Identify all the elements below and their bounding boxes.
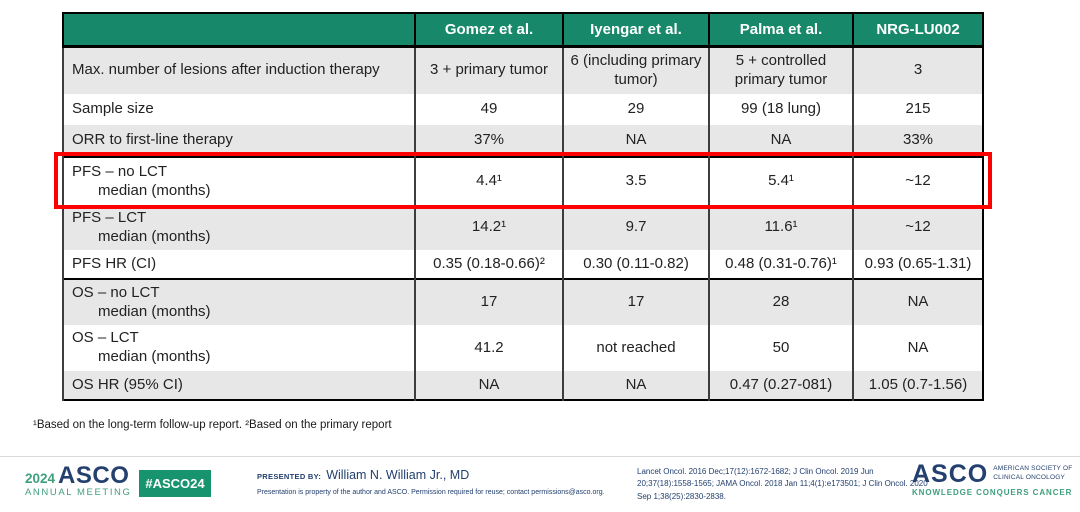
asco-society-line1: AMERICAN SOCIETY OF	[993, 465, 1073, 473]
row-label-line1: PFS HR (CI)	[72, 254, 157, 272]
table-cell: 6 (including primary tumor)	[562, 46, 709, 94]
row-label-line1: Max. number of lesions after induction t…	[72, 61, 380, 79]
meeting-logo-row: 2024 ASCO	[25, 462, 132, 489]
header-cell-gomez: Gomez et al.	[414, 13, 563, 48]
table-row-pfs-no-lct: PFS – no LCT median (months) 4.4¹ 3.5 5.…	[62, 156, 983, 205]
row-label-line1: OS – LCT	[72, 329, 139, 347]
table-cell: 11.6¹	[708, 205, 853, 250]
row-label: Sample size	[62, 94, 415, 125]
meeting-logo-subtitle: ANNUAL MEETING	[25, 487, 132, 499]
row-label: Max. number of lesions after induction t…	[62, 46, 415, 94]
table-cell: 37%	[414, 125, 563, 157]
table-cell: 3	[852, 46, 983, 94]
table-row-pfs-hr: PFS HR (CI) 0.35 (0.18-0.66)² 0.30 (0.11…	[62, 250, 983, 279]
asco-tagline: KNOWLEDGE CONQUERS CANCER	[912, 487, 1073, 497]
row-label-line2: median (months)	[98, 227, 211, 245]
presenter-name: William N. William Jr., MD	[326, 468, 470, 482]
table-cell-highlighted: 0.93 (0.65-1.31)	[852, 250, 983, 279]
table-cell: 5 + controlled primary tumor	[708, 46, 853, 94]
row-label: OS – no LCT median (months)	[62, 278, 415, 325]
permission-disclaimer: Presentation is property of the author a…	[257, 489, 605, 496]
header-cell-nrg-lu002: NRG-LU002	[852, 13, 983, 48]
hashtag-badge: #ASCO24	[139, 470, 211, 497]
presenter-block: PRESENTED BY: William N. William Jr., MD…	[257, 468, 617, 496]
row-label: PFS HR (CI)	[62, 250, 415, 279]
table-row-max-lesions: Max. number of lesions after induction t…	[62, 46, 983, 94]
table-row-sample-size: Sample size 49 29 99 (18 lung) 215	[62, 94, 983, 125]
row-label-line2: median (months)	[98, 302, 211, 320]
header-cell-empty	[62, 13, 415, 48]
meeting-year: 2024	[25, 471, 56, 486]
table-cell: 99 (18 lung)	[708, 94, 853, 125]
row-label: OS HR (95% CI)	[62, 371, 415, 400]
table-row-os-no-lct: OS – no LCT median (months) 17 17 28 NA	[62, 278, 983, 325]
table-cell: 49	[414, 94, 563, 125]
trial-comparison-table: Gomez et al. Iyengar et al. Palma et al.…	[62, 12, 984, 401]
row-label-line1: Sample size	[72, 100, 154, 118]
table-cell: 3.5	[562, 156, 709, 205]
table-cell: 28	[708, 278, 853, 325]
table-cell: 0.48 (0.31-0.76)¹	[708, 250, 853, 279]
table-row-pfs-lct: PFS – LCT median (months) 14.2¹ 9.7 11.6…	[62, 205, 983, 250]
table-cell: 41.2	[414, 325, 563, 371]
table-cell: 215	[852, 94, 983, 125]
footnote: ¹Based on the long-term follow-up report…	[33, 419, 392, 431]
table-cell: 0.47 (0.27-081)	[708, 371, 853, 400]
row-label-line1: ORR to first-line therapy	[72, 131, 233, 149]
meeting-logo-text: ASCO	[58, 462, 130, 489]
header-cell-iyengar: Iyengar et al.	[562, 13, 709, 48]
table-cell: NA	[414, 371, 563, 400]
row-label-line2: median (months)	[98, 181, 211, 199]
footer-divider	[0, 456, 1080, 457]
header-cell-palma: Palma et al.	[708, 13, 853, 48]
table-cell: 50	[708, 325, 853, 371]
table-cell: NA	[852, 325, 983, 371]
presenter-row: PRESENTED BY: William N. William Jr., MD	[257, 468, 617, 482]
asco-logo-society-name: AMERICAN SOCIETY OF CLINICAL ONCOLOGY	[993, 465, 1072, 483]
row-label-line1: OS – no LCT	[72, 283, 160, 301]
table-cell: 1.05 (0.7-1.56)	[852, 371, 983, 400]
row-label: OS – LCT median (months)	[62, 325, 415, 371]
table-header-row: Gomez et al. Iyengar et al. Palma et al.…	[62, 13, 983, 48]
row-label-line2: median (months)	[98, 348, 211, 365]
table-cell: NA	[562, 125, 709, 157]
table-cell: 14.2¹	[414, 205, 563, 250]
table-cell: not reached	[562, 325, 709, 371]
table-cell: 0.30 (0.11-0.82)	[562, 250, 709, 279]
row-label: PFS – LCT median (months)	[62, 205, 415, 250]
asco-annual-meeting-logo: 2024 ASCO ANNUAL MEETING	[25, 462, 132, 499]
row-label-line1: PFS – no LCT	[72, 162, 168, 180]
table-header: Gomez et al. Iyengar et al. Palma et al.…	[62, 13, 983, 48]
table-cell: 17	[562, 278, 709, 325]
row-label-line1: PFS – LCT	[72, 208, 147, 226]
table-cell-highlighted: ~12	[852, 205, 983, 250]
table-cell: NA	[562, 371, 709, 400]
table-cell: NA	[852, 278, 983, 325]
row-label: ORR to first-line therapy	[62, 125, 415, 157]
table-cell: 0.35 (0.18-0.66)²	[414, 250, 563, 279]
row-label: PFS – no LCT median (months)	[62, 156, 415, 205]
table-row-orr: ORR to first-line therapy 37% NA NA 33%	[62, 125, 983, 157]
presented-by-label: PRESENTED BY:	[257, 472, 322, 481]
citations: Lancet Oncol. 2016 Dec;17(12):1672-1682;…	[637, 467, 928, 501]
table-row-os-lct: OS – LCT median (months) 41.2 not reache…	[62, 325, 983, 371]
asco-society-line2: CLINICAL ONCOLOGY	[993, 474, 1066, 482]
asco-logo-row: ASCO AMERICAN SOCIETY OF CLINICAL ONCOLO…	[912, 460, 1072, 488]
table-cell: 17	[414, 278, 563, 325]
table-cell: 5.4¹	[708, 156, 853, 205]
table-cell-highlighted: ~12	[852, 156, 983, 205]
comparison-table-container: Gomez et al. Iyengar et al. Palma et al.…	[54, 12, 992, 401]
asco-society-logo: ASCO AMERICAN SOCIETY OF CLINICAL ONCOLO…	[912, 460, 1073, 497]
table-cell: 29	[562, 94, 709, 125]
table-row-os-hr: OS HR (95% CI) NA NA 0.47 (0.27-081) 1.0…	[62, 371, 983, 400]
table-cell: NA	[708, 125, 853, 157]
asco-logo-text: ASCO	[912, 460, 989, 488]
table-cell: 9.7	[562, 205, 709, 250]
table-cell: 33%	[852, 125, 983, 157]
row-label-line1: OS HR (95% CI)	[72, 375, 183, 393]
table-cell: 3 + primary tumor	[414, 46, 563, 94]
table-cell: 4.4¹	[414, 156, 563, 205]
